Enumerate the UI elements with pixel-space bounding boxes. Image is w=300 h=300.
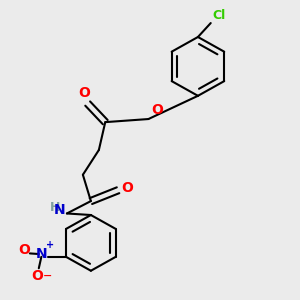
Text: H: H: [50, 201, 60, 214]
Text: O: O: [18, 243, 30, 257]
Text: O: O: [79, 86, 90, 100]
Text: O: O: [31, 269, 43, 283]
Text: N: N: [54, 203, 65, 218]
Text: Cl: Cl: [212, 8, 226, 22]
Text: −: −: [43, 270, 52, 280]
Text: +: +: [46, 240, 55, 250]
Text: N: N: [35, 247, 47, 261]
Text: O: O: [121, 181, 133, 195]
Text: O: O: [151, 103, 163, 117]
